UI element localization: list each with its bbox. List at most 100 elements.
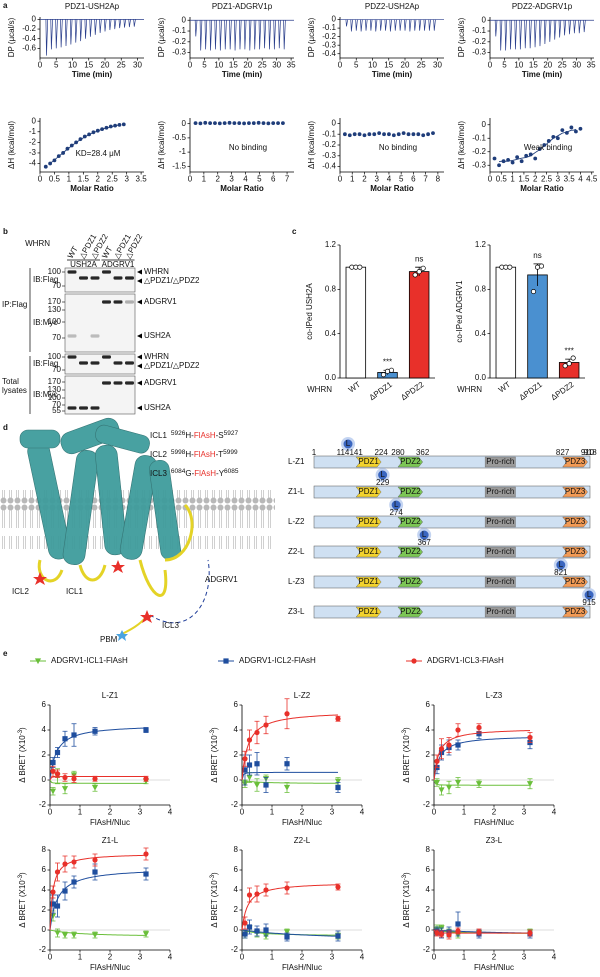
x-tick-label: 15 (384, 61, 393, 70)
injection-peak (379, 19, 383, 31)
protein-bar (313, 515, 591, 529)
y-tick-label: 8 (426, 845, 431, 854)
x-tick-label: 7 (423, 175, 428, 184)
axis-label: ΔH (kcal/mol) (307, 121, 316, 169)
residue-number: 141 (349, 448, 363, 457)
data-point (95, 128, 100, 133)
x-tick-label: 0 (38, 61, 43, 70)
domain-label: PDZ3 (565, 547, 586, 556)
protein-bar (313, 485, 591, 499)
data-point (143, 871, 149, 877)
pro-rich (484, 576, 516, 588)
x-tick-label: 25 (558, 61, 567, 70)
axis-label: Δ BRET (X10-3) (210, 872, 220, 928)
data-point (438, 931, 445, 937)
marker-label: 70 (52, 281, 61, 290)
injection-peak (433, 19, 436, 31)
data-point (276, 121, 280, 126)
x-tick-label: 15 (229, 61, 238, 70)
x-tick-label: ΔPDZ1 (518, 380, 545, 402)
injection-peak (283, 20, 286, 50)
injection-peak (573, 20, 576, 34)
x-tick-label: 25 (258, 61, 267, 70)
domain-label: PDZ2 (400, 457, 421, 466)
axis-label: DP (µcal/s) (157, 17, 166, 57)
band-arrow (137, 278, 142, 284)
y-tick-label: 4 (426, 885, 431, 894)
domain (397, 456, 423, 468)
blot-label: WHRN (25, 239, 50, 248)
axis-label: WHRN (457, 385, 482, 394)
data-point (401, 131, 406, 136)
y-tick-label: -0.5 (172, 133, 186, 142)
injection-peak (355, 19, 358, 31)
site-number: 229 (376, 478, 390, 487)
data-point (446, 742, 452, 748)
x-tick-label: 30 (572, 61, 581, 70)
data-point (74, 140, 79, 145)
data-point (65, 146, 70, 151)
group-label: USH2A (70, 260, 97, 269)
x-tick-label: 2 (300, 808, 305, 817)
data-point (421, 133, 426, 138)
data-point (261, 121, 266, 126)
data-point (388, 367, 395, 373)
data-point (82, 134, 87, 139)
band-label: ADGRV1 (144, 378, 177, 387)
injection-peak (509, 20, 513, 50)
injection-peak (234, 20, 237, 51)
site-number: 821 (554, 568, 568, 577)
y-tick-label: -0.2 (472, 37, 486, 46)
domain (562, 576, 588, 588)
axis-label-part: Δ BRET (X10 (402, 880, 411, 928)
x-tick-label: 4 (552, 808, 557, 817)
data-point (49, 913, 57, 920)
blot-band (90, 361, 100, 365)
data-point (551, 135, 556, 139)
data-point (564, 130, 569, 135)
y-tick-label: 0 (42, 925, 47, 934)
residue-number: 280 (391, 448, 405, 457)
icl-site-part: -S (216, 431, 224, 440)
y-tick-label: 1.2 (325, 240, 337, 249)
itc-title: PDZ2-USH2Ap (365, 2, 420, 11)
data-point (54, 771, 61, 777)
data-point (367, 132, 372, 137)
x-tick-label: 4 (360, 953, 365, 962)
axis-label: Δ BRET (X10-3) (18, 872, 28, 928)
data-point (92, 728, 98, 734)
y-tick-label: -0.1 (472, 133, 486, 142)
axis-label: ΔH (kcal/mol) (457, 121, 466, 169)
x-tick-label: WT (497, 380, 512, 395)
x-tick-label: 0 (240, 953, 245, 962)
domain (355, 576, 382, 588)
axis-label: co-IPed USH2A (305, 283, 314, 340)
x-tick-label: 1 (78, 953, 83, 962)
data-point (143, 851, 149, 857)
data-point (113, 123, 118, 128)
data-point (193, 121, 198, 126)
injection-peak (74, 19, 78, 43)
insert-site (419, 530, 429, 540)
structure-drawing (0, 417, 275, 641)
data-point (530, 288, 537, 295)
injection-peak (248, 20, 252, 51)
y-tick-label: 2 (42, 905, 47, 914)
data-point (527, 734, 533, 741)
x-tick-label: 10 (368, 61, 377, 70)
axis-label-part: Δ BRET (X10 (210, 880, 219, 928)
x-tick-label: 5 (354, 61, 359, 70)
data-point (380, 372, 387, 378)
protein-bar (313, 605, 591, 619)
y-tick-label: -0.3 (172, 48, 186, 57)
data-point (208, 121, 213, 126)
data-point (91, 784, 99, 791)
data-point (263, 887, 269, 893)
data-point (92, 857, 98, 863)
icl-site-part: G- (185, 469, 194, 478)
significance: ns (415, 254, 423, 263)
x-tick-label: 2 (108, 953, 113, 962)
domain-label: PDZ1 (358, 517, 379, 526)
icl-site-part: 5998 (171, 449, 186, 456)
data-point (92, 869, 98, 875)
